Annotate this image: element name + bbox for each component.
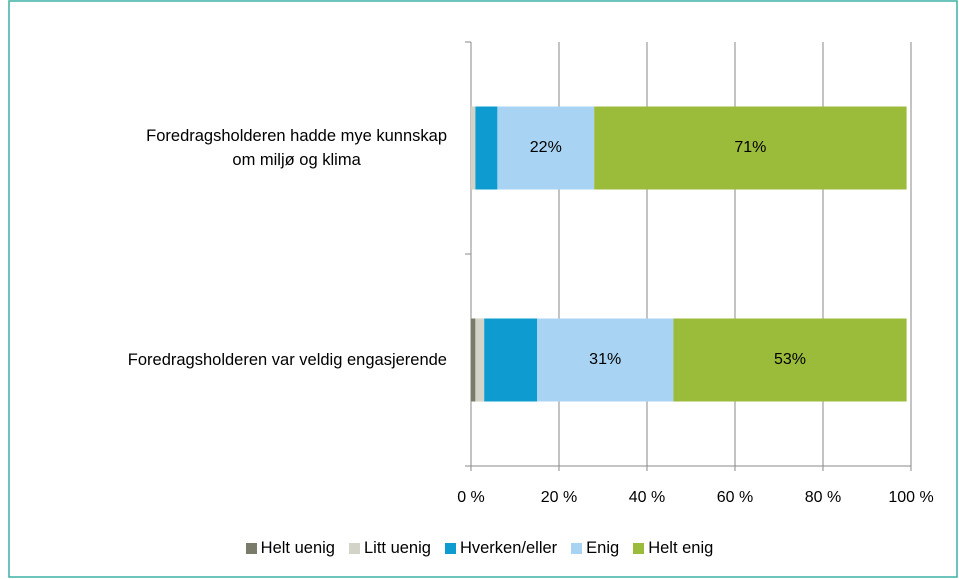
x-tick-label: 100 % [888, 489, 933, 506]
bar-segment [484, 318, 537, 402]
bar-segment [471, 318, 476, 402]
frame [8, 0, 958, 578]
legend-label: Enig [586, 539, 620, 557]
x-tick-label: 40 % [629, 489, 665, 506]
legend-item: Helt uenig [245, 539, 335, 558]
legend-swatch [348, 543, 360, 554]
legend-label: Helt enig [648, 539, 714, 557]
x-tick-label: 0 % [457, 489, 485, 506]
category-label: Foredragsholderen var veldig engasjerend… [127, 351, 447, 369]
bar-segment [537, 318, 674, 402]
category-label: Foredragsholderen hadde mye kunnskap om … [146, 127, 447, 169]
bar-segment [497, 106, 595, 190]
bar-segment [475, 318, 485, 402]
legend-label: Litt uenig [363, 539, 431, 557]
legend-item: Hverken/eller [444, 539, 558, 558]
legend-swatch [444, 543, 456, 554]
legend: Helt uenig Litt uenig Hverken/eller Enig Hel… [0, 539, 959, 558]
x-tick-label: 80 % [805, 489, 841, 506]
bar-segment [475, 106, 498, 190]
legend-item: Enig [571, 539, 619, 558]
legend-label: Hverken/eller [459, 539, 558, 557]
legend-item: Helt enig [633, 539, 713, 558]
legend-item: Litt uenig [348, 539, 431, 558]
bar-segment [594, 106, 907, 190]
legend-label: Helt uenig [260, 539, 335, 557]
value-label: 53% [774, 351, 806, 368]
bar-segment [471, 106, 476, 190]
legend-swatch [571, 543, 583, 554]
x-tick-label: 20 % [541, 489, 577, 506]
legend-swatch [245, 543, 257, 554]
value-label: 71% [734, 139, 766, 156]
bar-segment [673, 318, 907, 402]
legend-swatch [633, 543, 645, 554]
x-tick-label: 60 % [717, 489, 753, 506]
value-label: 31% [589, 351, 621, 368]
value-label: 22% [530, 139, 562, 156]
